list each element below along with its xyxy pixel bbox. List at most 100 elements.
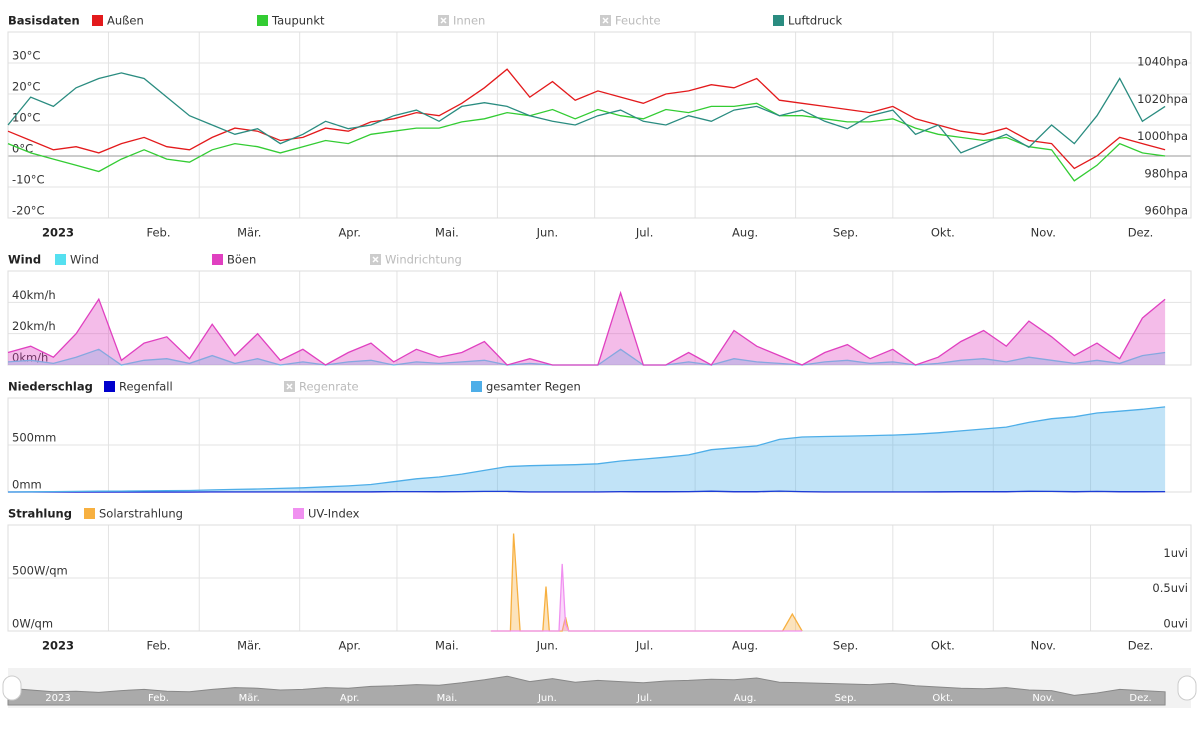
navigator-label: Apr. bbox=[340, 693, 360, 704]
navigator-label: Okt. bbox=[932, 693, 953, 704]
legend-icon-cross bbox=[372, 256, 379, 263]
legend-label[interactable]: Taupunkt bbox=[271, 14, 325, 28]
navigator-handle-left[interactable] bbox=[2, 675, 22, 701]
x-tick-label: Jun. bbox=[536, 226, 559, 240]
legend-icon[interactable] bbox=[471, 381, 482, 392]
navigator-label: Jul. bbox=[636, 693, 652, 704]
legend-label[interactable]: gesamter Regen bbox=[486, 380, 581, 394]
x-tick-label: Jun. bbox=[536, 639, 559, 653]
legend-label[interactable]: Außen bbox=[107, 14, 144, 28]
legend-icon[interactable] bbox=[293, 508, 304, 519]
legend-icon[interactable] bbox=[55, 254, 66, 265]
x-tick-label: Okt. bbox=[931, 639, 955, 653]
y-tick-label: 30°C bbox=[12, 49, 40, 63]
x-tick-label: Aug. bbox=[732, 639, 758, 653]
legend-label[interactable]: Solarstrahlung bbox=[99, 507, 183, 521]
legend-icon-cross bbox=[440, 17, 447, 24]
series-area bbox=[490, 563, 803, 631]
x-tick-label: Dez. bbox=[1128, 639, 1154, 653]
y2-tick-label: 1040hpa bbox=[1137, 55, 1188, 69]
navigator-label: Nov. bbox=[1032, 693, 1054, 704]
panel-title: Niederschlag bbox=[8, 380, 93, 394]
legend-icon[interactable] bbox=[104, 381, 115, 392]
series-line bbox=[490, 563, 803, 632]
legend-label[interactable]: Windrichtung bbox=[385, 253, 462, 267]
y2-tick-label: 980hpa bbox=[1144, 166, 1188, 180]
y2-tick-label: 1000hpa bbox=[1137, 129, 1188, 143]
navigator-label: 2023 bbox=[45, 693, 70, 704]
x-tick-label: Mär. bbox=[237, 226, 261, 240]
series-line bbox=[7, 406, 1166, 493]
y-tick-label: 40km/h bbox=[12, 288, 56, 302]
legend-icon[interactable] bbox=[92, 15, 103, 26]
series-line bbox=[7, 72, 1166, 154]
series-line bbox=[7, 290, 1166, 366]
y-tick-label: 0W/qm bbox=[12, 617, 53, 631]
y-tick-label: 10°C bbox=[12, 111, 40, 125]
navigator-label: Feb. bbox=[148, 693, 169, 704]
navigator-area bbox=[7, 675, 1166, 706]
navigator-label: Mai. bbox=[437, 693, 458, 704]
x-tick-label: Feb. bbox=[146, 639, 170, 653]
panel-title: Wind bbox=[8, 253, 41, 267]
y-tick-label: -20°C bbox=[12, 204, 45, 218]
legend-icon[interactable] bbox=[773, 15, 784, 26]
y2-tick-label: 0.5uvi bbox=[1152, 581, 1188, 595]
x-tick-label: Apr. bbox=[338, 639, 361, 653]
y2-tick-label: 1uvi bbox=[1163, 546, 1188, 560]
x-tick-label: 2023 bbox=[42, 226, 74, 240]
legend-label[interactable]: UV-Index bbox=[308, 507, 360, 521]
x-tick-label: Jul. bbox=[635, 639, 654, 653]
legend-icon[interactable] bbox=[212, 254, 223, 265]
legend-label[interactable]: Regenrate bbox=[299, 380, 359, 394]
x-tick-label: Aug. bbox=[732, 226, 758, 240]
legend-icon-cross bbox=[602, 17, 609, 24]
legend-label[interactable]: Wind bbox=[70, 253, 99, 267]
navigator-label: Mär. bbox=[239, 693, 260, 704]
series-line bbox=[8, 490, 1166, 493]
plot-border bbox=[7, 270, 1192, 366]
x-tick-label: 2023 bbox=[42, 639, 74, 653]
series-area bbox=[490, 533, 803, 631]
y-tick-label: 500W/qm bbox=[12, 564, 68, 578]
series-area bbox=[8, 349, 1166, 365]
series-line bbox=[490, 533, 803, 632]
x-tick-label: Sep. bbox=[833, 639, 858, 653]
series-area bbox=[8, 406, 1166, 492]
x-tick-label: Dez. bbox=[1128, 226, 1154, 240]
legend-label[interactable]: Innen bbox=[453, 14, 485, 28]
navigator-handle-right[interactable] bbox=[1177, 675, 1197, 701]
x-tick-label: Mai. bbox=[435, 639, 459, 653]
x-tick-label: Nov. bbox=[1031, 639, 1056, 653]
y-tick-label: 0mm bbox=[12, 478, 42, 492]
legend-label[interactable]: Feuchte bbox=[615, 14, 661, 28]
navigator-label: Sep. bbox=[835, 693, 857, 704]
x-tick-label: Mai. bbox=[435, 226, 459, 240]
legend-icon-cross bbox=[286, 383, 293, 390]
legend-label[interactable]: Regenfall bbox=[119, 380, 173, 394]
series-area bbox=[8, 292, 1166, 365]
legend-label[interactable]: Böen bbox=[227, 253, 256, 267]
y-tick-label: 500mm bbox=[12, 431, 56, 445]
y-tick-label: 0°C bbox=[12, 142, 33, 156]
y-tick-label: 20°C bbox=[12, 80, 40, 94]
panel-title: Strahlung bbox=[8, 507, 72, 521]
x-tick-label: Mär. bbox=[237, 639, 261, 653]
series-line bbox=[7, 102, 1166, 182]
legend-label[interactable]: Luftdruck bbox=[788, 14, 842, 28]
y2-tick-label: 1020hpa bbox=[1137, 92, 1188, 106]
legend-icon[interactable] bbox=[84, 508, 95, 519]
series-line bbox=[7, 68, 1166, 170]
x-tick-label: Jul. bbox=[635, 226, 654, 240]
x-tick-label: Feb. bbox=[146, 226, 170, 240]
y2-tick-label: 960hpa bbox=[1144, 204, 1188, 218]
navigator-label: Dez. bbox=[1129, 693, 1151, 704]
x-tick-label: Okt. bbox=[931, 226, 955, 240]
legend-icon[interactable] bbox=[257, 15, 268, 26]
x-tick-label: Apr. bbox=[338, 226, 361, 240]
x-tick-label: Sep. bbox=[833, 226, 858, 240]
y-tick-label: 20km/h bbox=[12, 319, 56, 333]
panel-title: Basisdaten bbox=[8, 14, 80, 28]
